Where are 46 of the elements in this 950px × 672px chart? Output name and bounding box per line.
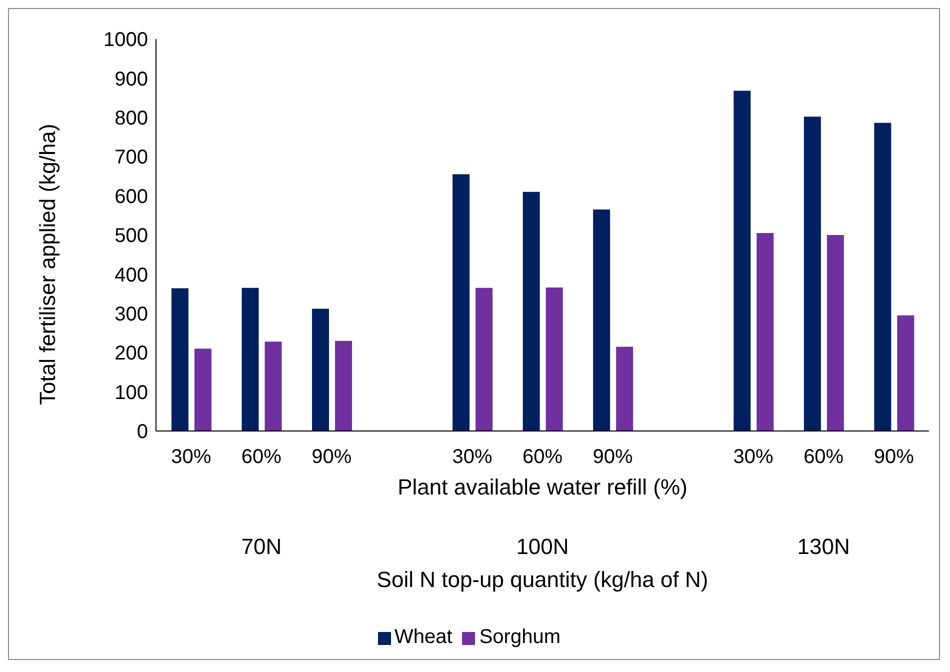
bar <box>756 233 774 431</box>
x-tick-label: 60% <box>522 446 563 468</box>
y-tick-label: 600 <box>114 186 148 208</box>
y-tick-label: 300 <box>114 304 148 326</box>
x-tick-label: 30% <box>733 446 774 468</box>
y-tick-label: 1000 <box>104 29 148 52</box>
text: 100N <box>515 534 570 560</box>
y-tick-label: 0 <box>136 421 148 444</box>
x-tick-label: 90% <box>592 446 634 468</box>
bar <box>826 235 844 431</box>
y-tick-label: 700 <box>114 146 148 169</box>
bar <box>452 174 470 431</box>
x-tick-label: 60% <box>804 446 844 468</box>
legend-label: Sorghum <box>479 626 560 648</box>
x-tick-label: 60% <box>241 446 282 468</box>
bar <box>897 315 914 431</box>
y-tick-label: 100 <box>114 382 148 404</box>
bar <box>476 288 493 431</box>
x-axis-title: Plant available water refill (%) <box>398 474 688 500</box>
x-tick-label: 30% <box>171 446 212 468</box>
y-tick-label: 500 <box>114 225 148 248</box>
bar <box>312 308 330 431</box>
x-tick-label: 90% <box>874 446 914 468</box>
bar <box>242 288 259 431</box>
bar <box>593 210 610 431</box>
bar <box>616 346 634 431</box>
bar <box>194 348 212 431</box>
bar <box>546 288 563 431</box>
x-tick-label: 30% <box>452 446 492 468</box>
y-axis-title: Total fertiliser applied (kg/ha) <box>34 124 60 405</box>
y-tick-label: 900 <box>114 68 148 90</box>
bar <box>734 90 751 431</box>
text: 130N <box>796 534 851 560</box>
text: 70N <box>240 534 283 560</box>
legend-label: Wheat <box>394 626 452 648</box>
bar <box>804 116 821 431</box>
y-tick-label: 200 <box>114 342 148 365</box>
y-tick-label: 400 <box>114 264 148 286</box>
bar <box>171 288 188 431</box>
x-tick-label: 90% <box>312 446 352 468</box>
y-tick-label: 800 <box>114 108 148 130</box>
bar <box>874 122 892 431</box>
text: Soil N top-up quantity (kg/ha of N) <box>376 567 710 593</box>
bar <box>264 342 282 431</box>
bar <box>335 340 352 431</box>
bar <box>522 192 540 431</box>
